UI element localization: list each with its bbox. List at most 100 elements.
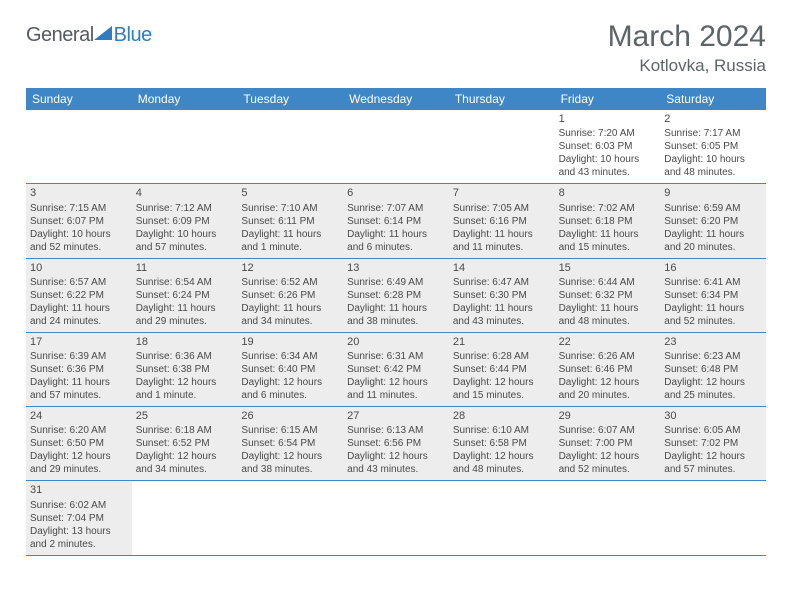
day-sunset: Sunset: 6:54 PM bbox=[241, 437, 339, 450]
day-sunset: Sunset: 6:36 PM bbox=[30, 363, 128, 376]
day-day2: and 38 minutes. bbox=[347, 315, 445, 328]
day-number: 22 bbox=[559, 335, 657, 349]
day-day2: and 15 minutes. bbox=[453, 389, 551, 402]
day-day1: Daylight: 10 hours bbox=[664, 153, 762, 166]
day-number: 1 bbox=[559, 112, 657, 126]
weeks-container: 1Sunrise: 7:20 AMSunset: 6:03 PMDaylight… bbox=[26, 110, 766, 556]
day-sunset: Sunset: 6:24 PM bbox=[136, 289, 234, 302]
day-sunrise: Sunrise: 6:07 AM bbox=[559, 424, 657, 437]
week-row: 1Sunrise: 7:20 AMSunset: 6:03 PMDaylight… bbox=[26, 110, 766, 184]
day-sunset: Sunset: 7:00 PM bbox=[559, 437, 657, 450]
day-day1: Daylight: 12 hours bbox=[559, 450, 657, 463]
logo-text-blue: Blue bbox=[114, 24, 152, 47]
day-number: 31 bbox=[30, 483, 128, 497]
day-day2: and 38 minutes. bbox=[241, 463, 339, 476]
day-number: 25 bbox=[136, 409, 234, 423]
day-number: 13 bbox=[347, 261, 445, 275]
logo-text-general: General bbox=[26, 24, 94, 47]
day-sunset: Sunset: 6:44 PM bbox=[453, 363, 551, 376]
day-number: 30 bbox=[664, 409, 762, 423]
day-day1: Daylight: 12 hours bbox=[664, 376, 762, 389]
day-number: 23 bbox=[664, 335, 762, 349]
day-day2: and 34 minutes. bbox=[241, 315, 339, 328]
day-day2: and 43 minutes. bbox=[347, 463, 445, 476]
day-day2: and 11 minutes. bbox=[453, 241, 551, 254]
day-sunrise: Sunrise: 6:10 AM bbox=[453, 424, 551, 437]
day-day2: and 1 minute. bbox=[136, 389, 234, 402]
day-cell bbox=[660, 481, 766, 554]
day-sunset: Sunset: 6:16 PM bbox=[453, 215, 551, 228]
day-number: 26 bbox=[241, 409, 339, 423]
day-number: 19 bbox=[241, 335, 339, 349]
day-day2: and 52 minutes. bbox=[30, 241, 128, 254]
day-day2: and 6 minutes. bbox=[241, 389, 339, 402]
day-sunrise: Sunrise: 6:23 AM bbox=[664, 350, 762, 363]
day-sunrise: Sunrise: 7:12 AM bbox=[136, 202, 234, 215]
day-sunrise: Sunrise: 6:39 AM bbox=[30, 350, 128, 363]
day-sunrise: Sunrise: 7:05 AM bbox=[453, 202, 551, 215]
day-day1: Daylight: 11 hours bbox=[559, 302, 657, 315]
page-title: March 2024 bbox=[608, 20, 766, 54]
day-day1: Daylight: 10 hours bbox=[559, 153, 657, 166]
day-sunset: Sunset: 6:50 PM bbox=[30, 437, 128, 450]
logo-triangle-icon bbox=[94, 26, 112, 40]
day-cell: 18Sunrise: 6:36 AMSunset: 6:38 PMDayligh… bbox=[132, 333, 238, 406]
day-number: 9 bbox=[664, 186, 762, 200]
day-sunset: Sunset: 6:22 PM bbox=[30, 289, 128, 302]
day-cell: 17Sunrise: 6:39 AMSunset: 6:36 PMDayligh… bbox=[26, 333, 132, 406]
day-cell: 29Sunrise: 6:07 AMSunset: 7:00 PMDayligh… bbox=[555, 407, 661, 480]
day-cell bbox=[132, 110, 238, 183]
day-sunrise: Sunrise: 6:57 AM bbox=[30, 276, 128, 289]
weekday-header: Saturday bbox=[660, 88, 766, 110]
day-day2: and 48 minutes. bbox=[559, 315, 657, 328]
day-day1: Daylight: 12 hours bbox=[30, 450, 128, 463]
title-block: March 2024 Kotlovka, Russia bbox=[608, 20, 766, 76]
day-day1: Daylight: 11 hours bbox=[559, 228, 657, 241]
day-cell: 15Sunrise: 6:44 AMSunset: 6:32 PMDayligh… bbox=[555, 259, 661, 332]
week-row: 17Sunrise: 6:39 AMSunset: 6:36 PMDayligh… bbox=[26, 333, 766, 407]
day-sunset: Sunset: 6:03 PM bbox=[559, 140, 657, 153]
day-cell bbox=[237, 110, 343, 183]
day-number: 11 bbox=[136, 261, 234, 275]
day-day2: and 29 minutes. bbox=[30, 463, 128, 476]
day-cell: 8Sunrise: 7:02 AMSunset: 6:18 PMDaylight… bbox=[555, 184, 661, 257]
day-day1: Daylight: 11 hours bbox=[347, 302, 445, 315]
day-day1: Daylight: 12 hours bbox=[241, 376, 339, 389]
day-number: 15 bbox=[559, 261, 657, 275]
day-cell: 12Sunrise: 6:52 AMSunset: 6:26 PMDayligh… bbox=[237, 259, 343, 332]
day-sunrise: Sunrise: 6:26 AM bbox=[559, 350, 657, 363]
day-sunrise: Sunrise: 6:31 AM bbox=[347, 350, 445, 363]
day-sunset: Sunset: 6:09 PM bbox=[136, 215, 234, 228]
day-sunset: Sunset: 6:40 PM bbox=[241, 363, 339, 376]
day-day1: Daylight: 12 hours bbox=[559, 376, 657, 389]
day-day1: Daylight: 11 hours bbox=[30, 376, 128, 389]
weekday-header: Monday bbox=[132, 88, 238, 110]
day-number: 2 bbox=[664, 112, 762, 126]
day-cell: 2Sunrise: 7:17 AMSunset: 6:05 PMDaylight… bbox=[660, 110, 766, 183]
day-day1: Daylight: 10 hours bbox=[136, 228, 234, 241]
day-day1: Daylight: 11 hours bbox=[453, 302, 551, 315]
header: General Blue March 2024 Kotlovka, Russia bbox=[26, 20, 766, 76]
location-label: Kotlovka, Russia bbox=[608, 56, 766, 76]
day-day2: and 52 minutes. bbox=[664, 315, 762, 328]
calendar: Sunday Monday Tuesday Wednesday Thursday… bbox=[26, 88, 766, 556]
day-sunset: Sunset: 6:46 PM bbox=[559, 363, 657, 376]
day-sunrise: Sunrise: 6:02 AM bbox=[30, 499, 128, 512]
day-day1: Daylight: 11 hours bbox=[664, 228, 762, 241]
day-day2: and 20 minutes. bbox=[559, 389, 657, 402]
day-sunset: Sunset: 6:32 PM bbox=[559, 289, 657, 302]
weekday-header: Friday bbox=[555, 88, 661, 110]
day-sunset: Sunset: 7:04 PM bbox=[30, 512, 128, 525]
day-sunset: Sunset: 6:20 PM bbox=[664, 215, 762, 228]
day-sunrise: Sunrise: 6:34 AM bbox=[241, 350, 339, 363]
day-sunrise: Sunrise: 7:10 AM bbox=[241, 202, 339, 215]
day-number: 21 bbox=[453, 335, 551, 349]
day-sunrise: Sunrise: 6:41 AM bbox=[664, 276, 762, 289]
day-cell bbox=[237, 481, 343, 554]
day-cell bbox=[132, 481, 238, 554]
day-sunset: Sunset: 6:58 PM bbox=[453, 437, 551, 450]
day-cell: 20Sunrise: 6:31 AMSunset: 6:42 PMDayligh… bbox=[343, 333, 449, 406]
day-day2: and 2 minutes. bbox=[30, 538, 128, 551]
day-day1: Daylight: 12 hours bbox=[347, 450, 445, 463]
day-sunrise: Sunrise: 6:54 AM bbox=[136, 276, 234, 289]
